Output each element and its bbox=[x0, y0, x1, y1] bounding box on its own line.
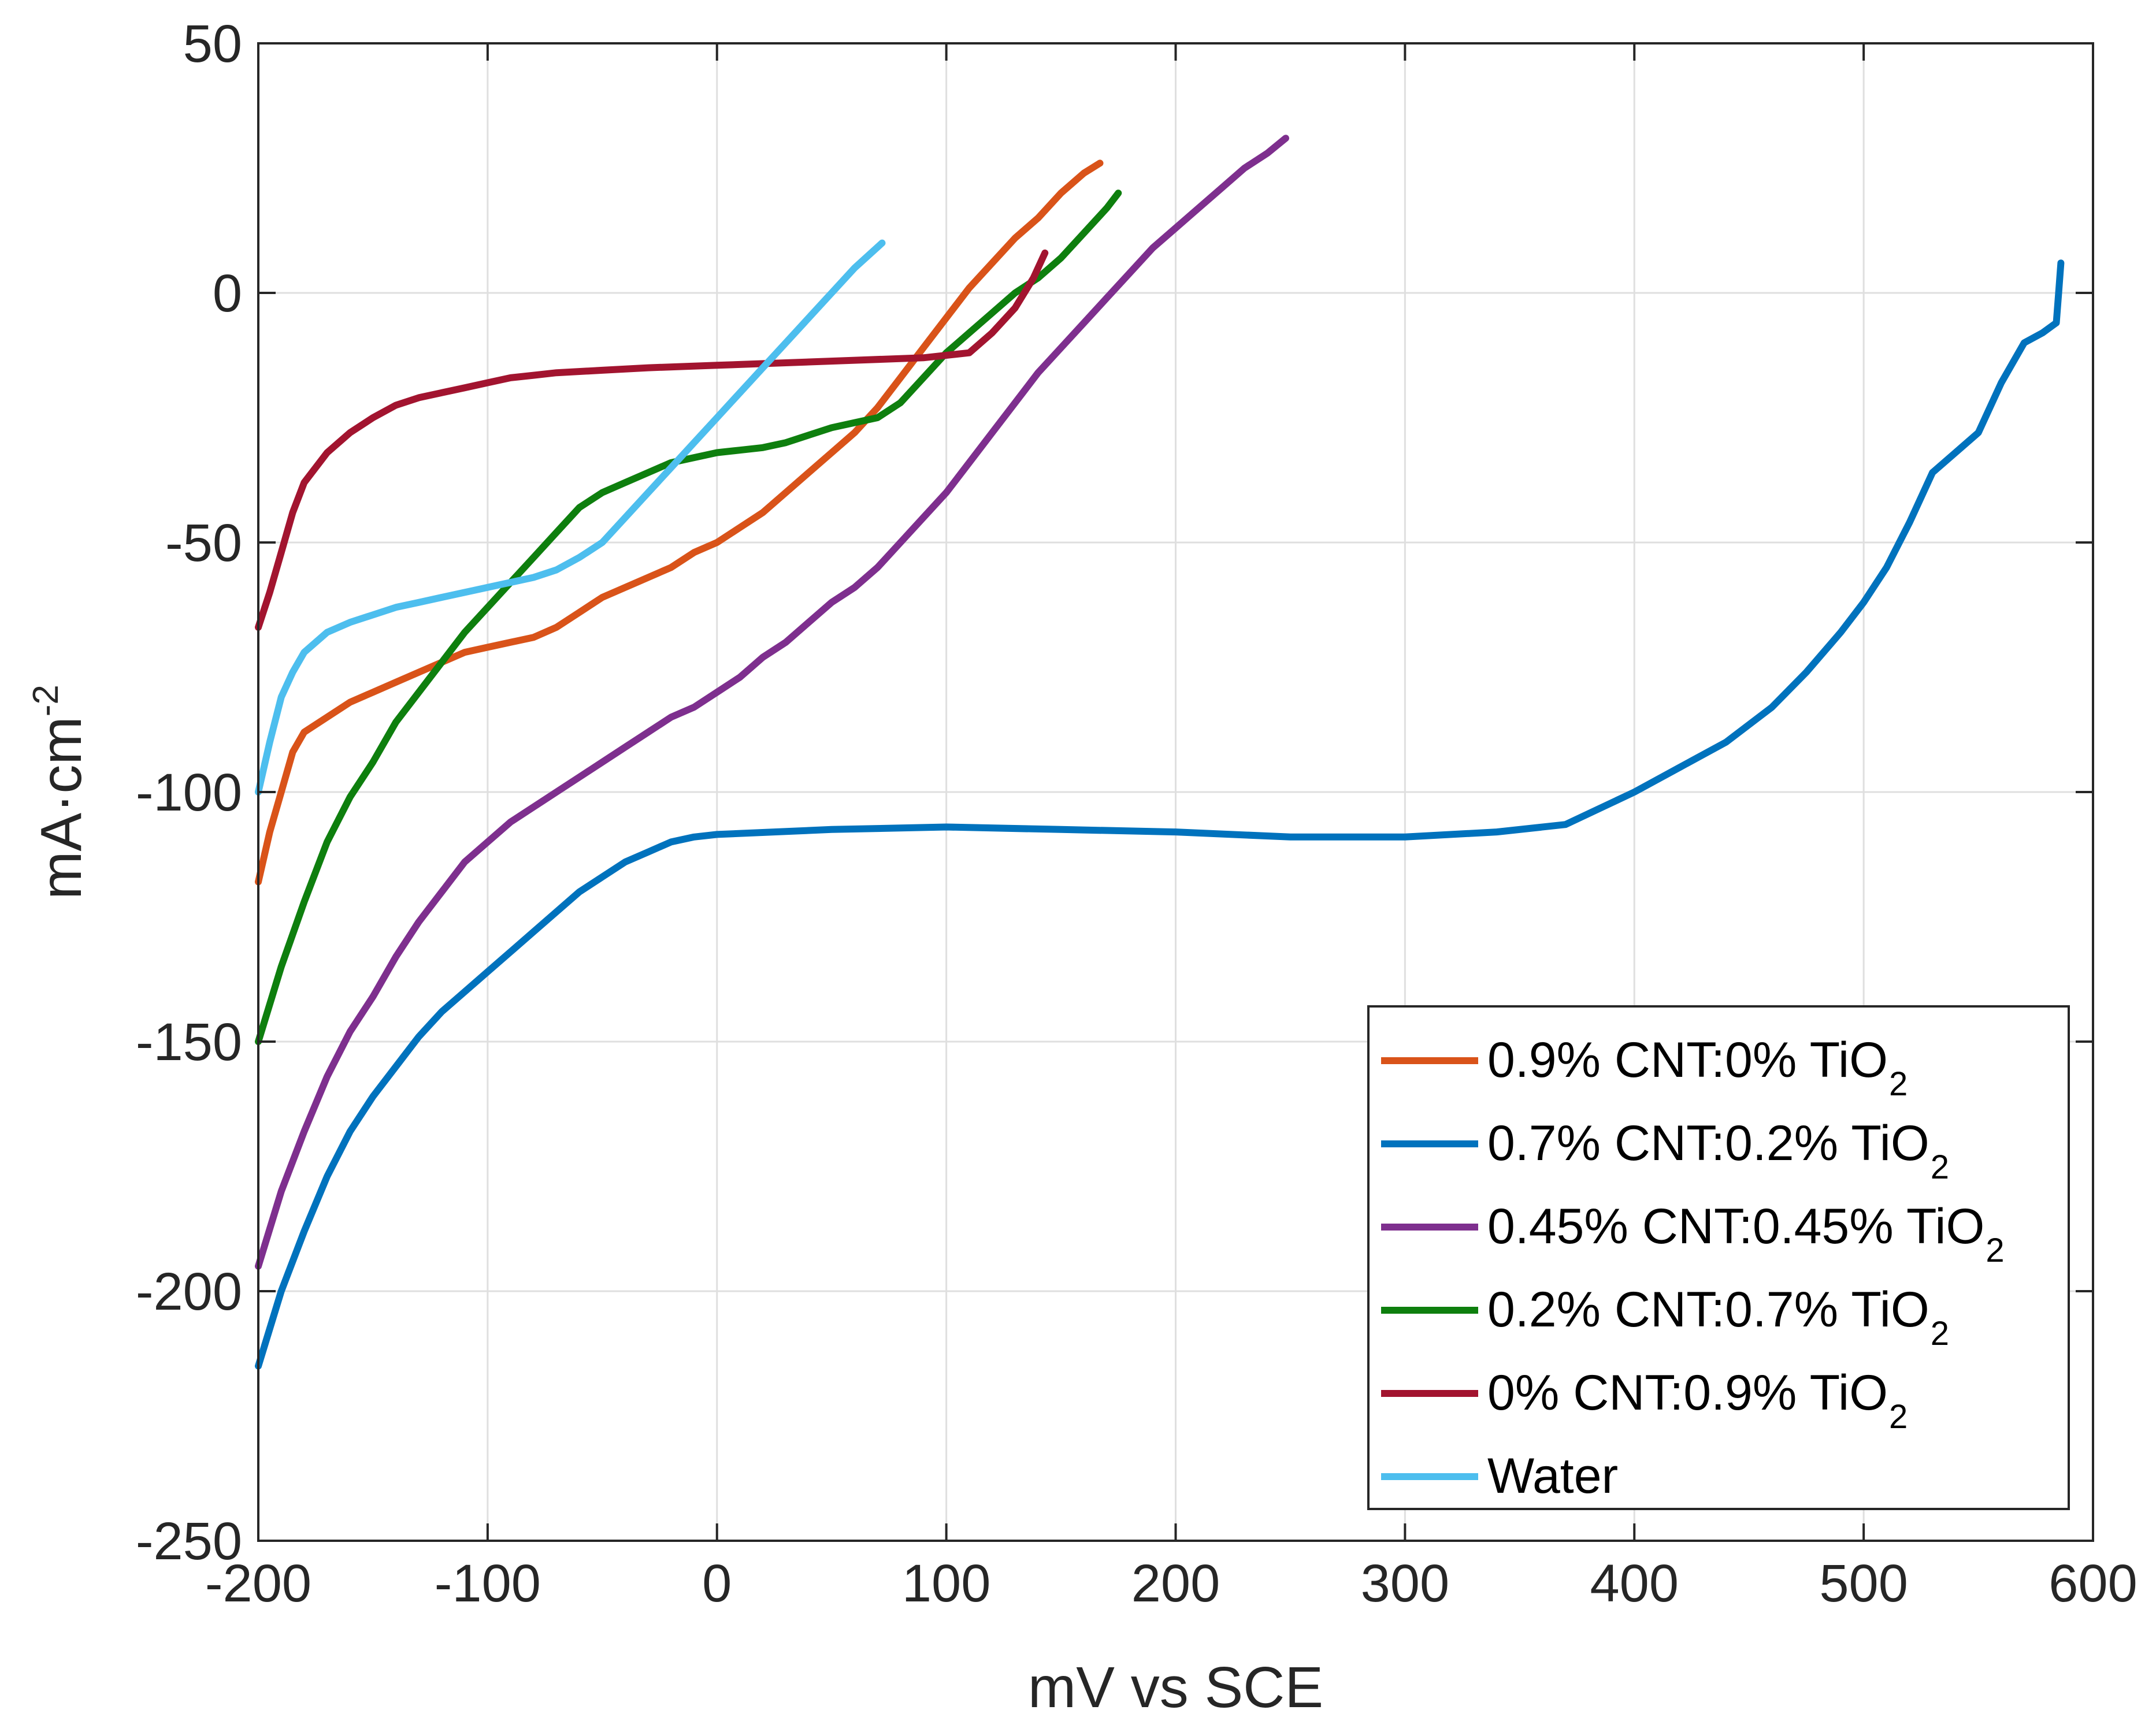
legend-label-4: 0% CNT:0.9% TiO bbox=[1487, 1365, 1888, 1421]
y-axis-label: mA·cm-2 bbox=[26, 685, 94, 899]
legend-subscript-0: 2 bbox=[1889, 1065, 1908, 1103]
ticks bbox=[257, 42, 2094, 1542]
x-tick-label: -100 bbox=[435, 1554, 541, 1613]
y-tick-label: -200 bbox=[136, 1262, 242, 1321]
y-axis-label-group: mA·cm-2 bbox=[26, 685, 94, 899]
tick-labels: -200 -100 0 100 200 300 400 500 600500-50-100-15… bbox=[136, 14, 2138, 1613]
y-tick-label: -100 bbox=[136, 763, 242, 822]
series-line-5 bbox=[255, 239, 886, 796]
y-axis-label-superscript: -2 bbox=[26, 685, 66, 716]
series-line-4 bbox=[255, 249, 1049, 631]
series-layer bbox=[255, 135, 2065, 1370]
series-line-2 bbox=[255, 135, 1289, 1270]
legend: 0.9% CNT:0% TiO 20.7% CNT:0.2% TiO 20.45% … bbox=[1367, 1005, 2070, 1510]
x-tick-label: 400 bbox=[1590, 1554, 1679, 1613]
y-tick-label: -50 bbox=[165, 514, 242, 573]
legend-label-2: 0.45% CNT:0.45% TiO bbox=[1487, 1199, 1984, 1254]
series-line-0 bbox=[255, 159, 1104, 886]
x-tick-label: 500 bbox=[1819, 1554, 1908, 1613]
y-tick-label: 50 bbox=[183, 14, 242, 73]
legend-label-1: 0.7% CNT:0.2% TiO bbox=[1487, 1116, 1929, 1171]
legend-label-5: Water bbox=[1487, 1448, 1618, 1504]
x-tick-label: 600 bbox=[2049, 1554, 2138, 1613]
legend-label-3: 0.2% CNT:0.7% TiO bbox=[1487, 1282, 1929, 1337]
y-tick-label: -250 bbox=[136, 1512, 242, 1571]
x-tick-label: 0 bbox=[702, 1554, 732, 1613]
legend-box bbox=[1367, 1005, 2070, 1510]
y-axis-label-main: mA·cm bbox=[29, 716, 94, 899]
x-axis-label: mV vs SCE bbox=[1028, 1655, 1323, 1720]
x-tick-label: 200 bbox=[1131, 1554, 1220, 1613]
x-tick-label: 300 bbox=[1361, 1554, 1450, 1613]
legend-subscript-3: 2 bbox=[1931, 1315, 1949, 1352]
x-tick-label: 100 bbox=[902, 1554, 991, 1613]
y-tick-label: 0 bbox=[213, 264, 242, 323]
legend-subscript-2: 2 bbox=[1986, 1232, 2004, 1269]
legend-label-0: 0.9% CNT:0% TiO bbox=[1487, 1032, 1888, 1088]
y-tick-label: -150 bbox=[136, 1013, 242, 1072]
legend-subscript-1: 2 bbox=[1931, 1148, 1949, 1186]
legend-subscript-4: 2 bbox=[1889, 1398, 1908, 1436]
series-line-1 bbox=[255, 259, 2065, 1370]
series-line-3 bbox=[255, 189, 1122, 1045]
x-tick-label: -200 bbox=[205, 1554, 311, 1613]
